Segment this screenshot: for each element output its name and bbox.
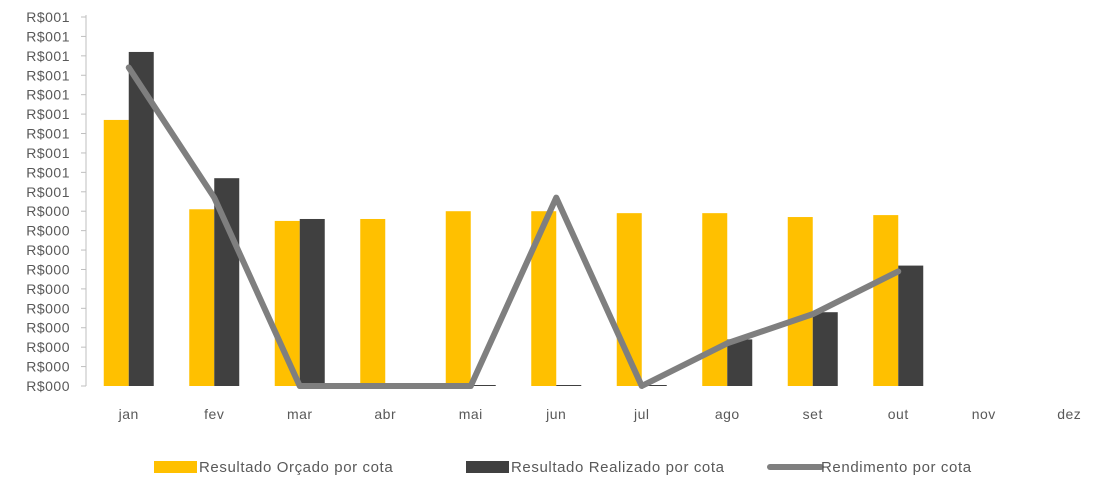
bar-realizado <box>470 385 496 386</box>
x-tick-label: out <box>888 406 909 422</box>
bar-orcado <box>103 119 129 386</box>
y-tick-label: R$000 <box>26 223 70 239</box>
y-tick-label: R$001 <box>26 164 70 180</box>
bar-realizado <box>556 385 582 386</box>
y-tick-label: R$000 <box>26 378 70 394</box>
bar-realizado <box>898 265 924 386</box>
y-tick-label: R$001 <box>26 126 70 142</box>
y-tick-label: R$001 <box>26 184 70 200</box>
line-series <box>125 64 902 389</box>
x-tick-label: nov <box>972 406 996 422</box>
y-tick-label: R$001 <box>26 67 70 83</box>
legend-swatch <box>466 461 509 473</box>
y-tick-label: R$000 <box>26 300 70 316</box>
y-tick-label: R$000 <box>26 339 70 355</box>
bar-realizado <box>299 218 325 386</box>
x-tick-label: jun <box>545 406 566 422</box>
x-tick-label: mar <box>287 406 313 422</box>
legend-swatch <box>154 461 197 473</box>
x-tick-label: dez <box>1057 406 1081 422</box>
bar-orcado <box>189 209 215 386</box>
y-tick-label: R$001 <box>26 9 70 25</box>
y-tick-label: R$000 <box>26 320 70 336</box>
bar-orcado <box>445 211 471 386</box>
line-rendimento <box>125 64 902 389</box>
legend-label: Resultado Orçado por cota <box>199 459 393 476</box>
bar-realizado <box>641 385 667 386</box>
y-tick-label: R$000 <box>26 242 70 258</box>
y-axis: R$000 R$000 R$000 R$000 R$000 R$000 R$000 R$000… <box>26 9 87 394</box>
x-axis: jan fev mar abr mai jun jul ago set out nov dez <box>118 406 1081 422</box>
x-tick-label: fev <box>204 406 224 422</box>
x-tick-label: jul <box>633 406 650 422</box>
x-tick-label: jan <box>118 406 139 422</box>
y-tick-label: R$001 <box>26 106 70 122</box>
y-tick-label: R$001 <box>26 48 70 64</box>
legend-label: Rendimento por cota <box>821 459 972 476</box>
y-tick-label: R$000 <box>26 359 70 375</box>
y-tick-label: R$000 <box>26 281 70 297</box>
bar-realizado <box>727 339 753 386</box>
y-tick-label: R$001 <box>26 28 70 44</box>
bar-orcado <box>360 218 386 386</box>
x-tick-label: abr <box>374 406 396 422</box>
y-tick-label: R$001 <box>26 87 70 103</box>
x-tick-label: set <box>803 406 823 422</box>
y-tick-label: R$000 <box>26 261 70 277</box>
bar-orcado <box>787 217 813 386</box>
bar-realizado <box>128 51 154 387</box>
legend-label: Resultado Realizado por cota <box>511 459 725 476</box>
x-tick-label: ago <box>715 406 740 422</box>
y-tick-label: R$000 <box>26 203 70 219</box>
x-tick-label: mai <box>459 406 483 422</box>
bar-orcado <box>873 215 899 386</box>
legend: Resultado Orçado por cota Resultado Reali… <box>154 459 972 476</box>
bar-realizado <box>812 312 838 386</box>
y-tick-label: R$001 <box>26 145 70 161</box>
bar-orcado <box>702 213 728 386</box>
